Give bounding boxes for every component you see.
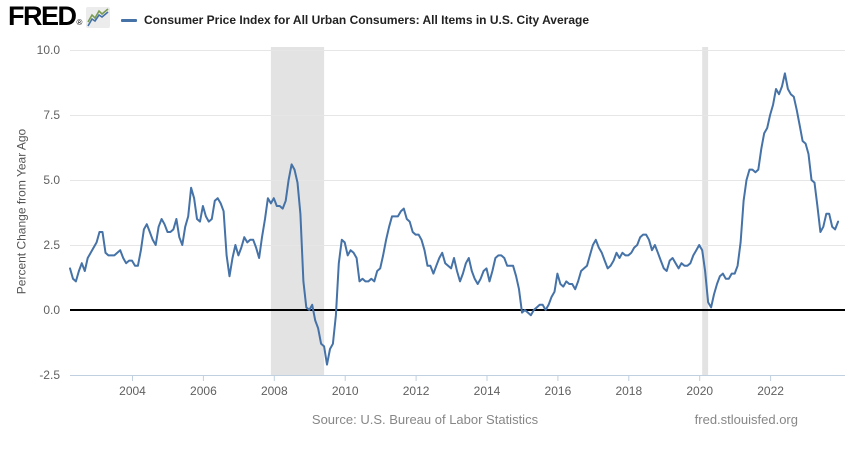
y-tick-label: -2.5 (39, 368, 60, 382)
fred-logo-sparkline-icon (86, 7, 111, 28)
cpi-series-line[interactable] (69, 72, 840, 366)
source-text: Source: U.S. Bureau of Labor Statistics (311, 412, 539, 427)
fred-url[interactable]: fred.stlouisfed.org (694, 412, 798, 427)
y-tick-label: 7.5 (43, 108, 60, 122)
x-tick-label: 2006 (190, 384, 217, 398)
x-tick-label: 2010 (332, 384, 359, 398)
y-tick-label: 10.0 (37, 43, 61, 57)
y-tick-label: 2.5 (43, 238, 60, 252)
series-legend[interactable]: Consumer Price Index for All Urban Consu… (121, 13, 589, 27)
series-title: Consumer Price Index for All Urban Consu… (144, 13, 589, 27)
x-tick-label: 2020 (686, 384, 713, 398)
y-tick-label: 5.0 (43, 173, 60, 187)
x-tick-label: 2008 (261, 384, 288, 398)
x-tick-label: 2014 (474, 384, 501, 398)
registered-trademark: ® (76, 18, 83, 27)
recession-band (702, 47, 709, 375)
recession-band (270, 47, 325, 375)
x-tick-label: 2004 (119, 384, 146, 398)
fred-logo[interactable]: FRED ® (8, 1, 111, 31)
x-tick-label: 2018 (615, 384, 642, 398)
fred-logo-text: FRED (8, 1, 77, 31)
y-tick-label: 0.0 (43, 303, 60, 317)
x-tick-label: 2022 (757, 384, 784, 398)
x-tick-label: 2016 (545, 384, 572, 398)
series-line-swatch (121, 18, 137, 22)
x-tick-label: 2012 (403, 384, 430, 398)
